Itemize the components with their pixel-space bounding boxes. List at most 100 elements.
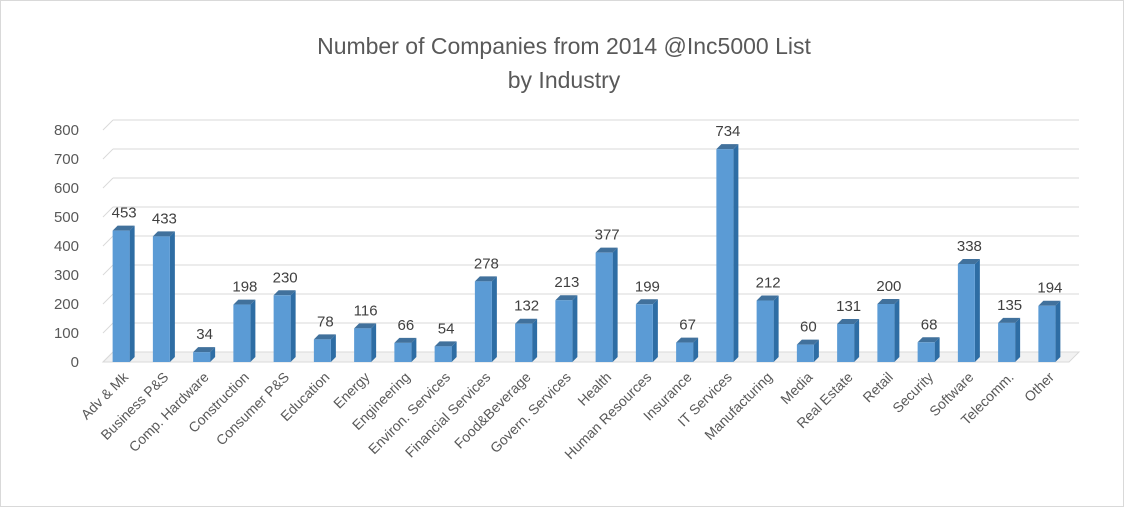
bar-top — [515, 318, 538, 324]
bar-side — [572, 295, 578, 362]
bar-side — [813, 339, 819, 362]
gridline-depth — [102, 148, 114, 160]
data-label: 67 — [679, 317, 696, 334]
bar-top — [676, 337, 699, 343]
bar-top — [354, 323, 377, 329]
data-label: 132 — [514, 298, 539, 315]
data-label: 199 — [635, 278, 660, 295]
y-tick-label: 100 — [54, 325, 79, 342]
bar-top — [796, 339, 819, 345]
y-tick-label: 400 — [54, 238, 79, 255]
bar-side — [451, 341, 457, 362]
bar-top — [716, 144, 739, 150]
bar-top — [1038, 300, 1061, 306]
bar — [555, 300, 573, 362]
bar — [716, 149, 734, 362]
bar-top — [233, 299, 256, 305]
bar-top — [837, 319, 860, 325]
chart-title-line-2: by Industry — [507, 67, 621, 93]
bar-top — [112, 225, 135, 231]
x-tick-label: Retail — [859, 369, 896, 406]
bar-top — [877, 299, 900, 304]
bar — [233, 304, 251, 362]
chart-title-line-1: Number of Companies from 2014 @Inc5000 L… — [317, 33, 811, 59]
bar-top — [434, 341, 457, 347]
bar — [394, 342, 412, 362]
x-tick-label: Other — [1021, 369, 1057, 405]
data-label: 338 — [957, 238, 982, 255]
bar-side — [250, 299, 256, 362]
gridline-depth — [102, 293, 114, 305]
bar-side — [411, 337, 417, 362]
bar — [354, 328, 372, 362]
bar-top — [998, 317, 1021, 323]
bar-top — [957, 258, 980, 264]
gridline-depth — [102, 177, 114, 189]
y-tick-label: 600 — [54, 180, 79, 197]
bar-top — [394, 337, 417, 343]
bar-side — [733, 144, 739, 362]
data-label: 60 — [800, 319, 817, 336]
bar-top — [595, 247, 618, 253]
bar — [434, 346, 452, 362]
bar — [1038, 305, 1056, 362]
bar-top — [474, 276, 497, 282]
bar — [193, 352, 211, 362]
bar-top — [555, 295, 578, 301]
bar — [595, 252, 613, 362]
bar — [515, 323, 533, 362]
bar — [796, 344, 814, 362]
data-label: 66 — [398, 317, 415, 334]
bar-side — [693, 337, 699, 362]
y-tick-label: 700 — [54, 151, 79, 168]
data-label: 34 — [196, 326, 213, 343]
data-label: 198 — [232, 279, 257, 296]
data-label: 453 — [112, 205, 137, 222]
bar — [917, 342, 935, 362]
bar-side — [773, 295, 779, 362]
data-label: 78 — [317, 313, 334, 330]
data-label: 131 — [836, 298, 861, 315]
y-tick-label: 500 — [54, 209, 79, 226]
data-label: 68 — [921, 316, 938, 333]
bar — [152, 236, 170, 362]
gridline-depth — [102, 206, 114, 218]
gridline-depth — [102, 351, 114, 363]
bar-top — [756, 295, 779, 301]
bar — [112, 230, 130, 362]
y-tick-label: 800 — [54, 122, 79, 139]
bar-side — [169, 231, 175, 362]
bar-top — [193, 347, 216, 353]
gridline-depth — [102, 264, 114, 276]
bar — [756, 300, 774, 362]
bar-side — [854, 319, 860, 362]
bar-top — [152, 231, 175, 237]
data-label: 213 — [554, 274, 579, 291]
data-label: 377 — [595, 227, 620, 244]
bar-side — [1015, 317, 1021, 362]
gridline-depth — [102, 119, 114, 131]
data-label: 135 — [997, 297, 1022, 314]
bar — [676, 342, 694, 362]
bar-side — [1055, 300, 1061, 362]
y-tick-label: 300 — [54, 267, 79, 284]
data-label: 278 — [474, 255, 499, 272]
bar — [837, 324, 855, 362]
data-label: 734 — [715, 123, 740, 140]
bar-side — [491, 276, 497, 362]
data-label: 230 — [273, 269, 298, 286]
bar-side — [129, 225, 135, 362]
data-label: 200 — [876, 278, 901, 295]
bar-side — [974, 258, 980, 362]
data-label: 212 — [756, 275, 781, 292]
y-tick-label: 200 — [54, 296, 79, 313]
bar — [313, 339, 331, 362]
data-label: 194 — [1037, 280, 1062, 297]
bar-side — [532, 318, 538, 362]
bar — [474, 281, 492, 362]
gridline-depth — [102, 322, 114, 334]
bar — [877, 304, 895, 362]
bar-side — [371, 323, 377, 362]
